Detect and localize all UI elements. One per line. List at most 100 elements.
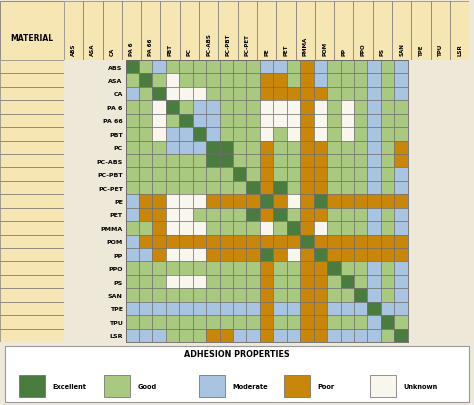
Bar	[273, 155, 287, 168]
Bar	[166, 195, 179, 208]
Bar	[273, 74, 287, 87]
Bar	[394, 195, 408, 208]
Bar	[166, 155, 179, 168]
Bar	[139, 181, 153, 195]
Bar	[394, 235, 408, 248]
Bar	[233, 208, 246, 222]
Bar	[381, 195, 394, 208]
Bar	[300, 262, 314, 275]
Bar	[314, 302, 327, 315]
Bar	[179, 128, 193, 141]
Bar	[287, 289, 300, 302]
Bar	[206, 315, 219, 329]
Bar	[233, 235, 246, 248]
Bar	[314, 114, 327, 128]
Bar	[219, 87, 233, 101]
Bar	[0, 195, 64, 208]
Bar	[126, 289, 139, 302]
Bar	[273, 181, 287, 195]
Bar	[287, 302, 300, 315]
Bar	[287, 181, 300, 195]
Bar	[287, 141, 300, 155]
Bar	[126, 235, 139, 248]
Bar	[206, 289, 219, 302]
Bar	[394, 208, 408, 222]
Text: PET: PET	[283, 45, 288, 56]
Bar	[300, 61, 314, 74]
Bar	[219, 101, 233, 114]
Bar	[219, 181, 233, 195]
Bar	[206, 61, 219, 74]
Bar	[246, 61, 260, 74]
Bar	[126, 87, 139, 101]
Bar	[314, 248, 327, 262]
Bar	[354, 302, 367, 315]
Bar	[179, 181, 193, 195]
Bar	[206, 248, 219, 262]
Bar	[246, 87, 260, 101]
Bar	[260, 208, 273, 222]
Bar	[233, 74, 246, 87]
Bar	[179, 329, 193, 342]
Bar	[246, 329, 260, 342]
Bar	[237, 2, 257, 61]
Bar	[354, 101, 367, 114]
Bar	[367, 74, 381, 87]
Text: PE: PE	[264, 48, 269, 56]
Bar	[327, 128, 340, 141]
Bar	[246, 289, 260, 302]
Bar	[340, 155, 354, 168]
Bar	[260, 289, 273, 302]
Bar	[340, 248, 354, 262]
Bar	[126, 128, 139, 141]
Bar	[394, 61, 408, 74]
Text: Good: Good	[137, 383, 156, 389]
Bar	[314, 275, 327, 289]
Bar	[327, 235, 340, 248]
Bar	[126, 248, 139, 262]
Bar	[394, 114, 408, 128]
Bar	[354, 181, 367, 195]
Bar	[340, 128, 354, 141]
Bar	[394, 315, 408, 329]
Bar	[373, 2, 392, 61]
Bar	[381, 222, 394, 235]
Bar	[246, 315, 260, 329]
Bar	[139, 248, 153, 262]
Bar	[166, 114, 179, 128]
Bar	[199, 375, 225, 397]
Bar	[206, 87, 219, 101]
Text: PPO: PPO	[361, 43, 365, 56]
Bar	[273, 61, 287, 74]
Bar	[179, 114, 193, 128]
Bar	[394, 262, 408, 275]
Bar	[193, 208, 206, 222]
Bar	[300, 235, 314, 248]
Bar	[0, 61, 64, 74]
Bar	[354, 168, 367, 181]
Bar	[179, 195, 193, 208]
Bar	[260, 248, 273, 262]
Bar	[0, 141, 64, 155]
Bar	[260, 74, 273, 87]
Bar	[166, 74, 179, 87]
Bar	[219, 168, 233, 181]
Text: PC-PBT: PC-PBT	[226, 34, 230, 56]
Bar	[153, 141, 166, 155]
Bar	[219, 208, 233, 222]
Bar	[139, 195, 153, 208]
Bar	[367, 208, 381, 222]
Text: MATERIAL: MATERIAL	[10, 34, 54, 43]
Bar	[260, 302, 273, 315]
Bar	[300, 74, 314, 87]
Bar	[219, 235, 233, 248]
Bar	[381, 101, 394, 114]
Bar	[314, 181, 327, 195]
Bar	[287, 155, 300, 168]
Bar	[300, 248, 314, 262]
Bar	[153, 195, 166, 208]
Bar	[0, 302, 64, 315]
Bar	[287, 248, 300, 262]
Bar	[381, 181, 394, 195]
Bar	[340, 195, 354, 208]
